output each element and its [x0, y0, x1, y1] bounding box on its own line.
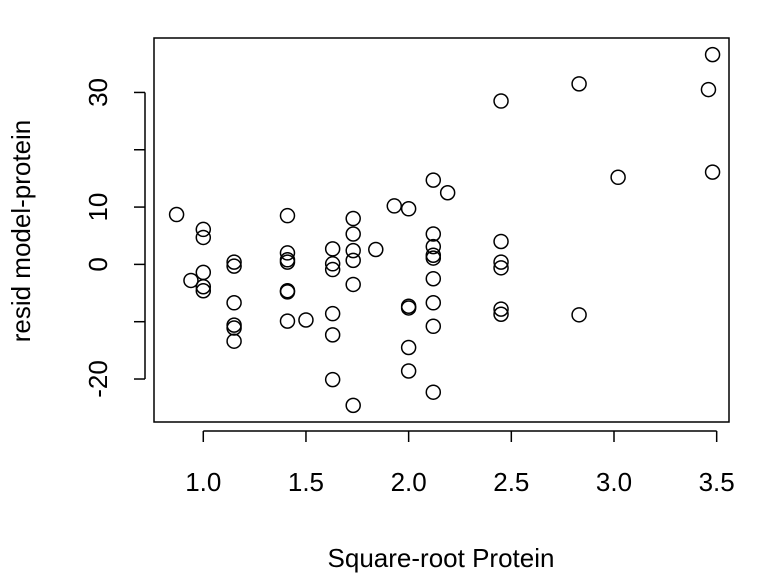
x-tick-label: 2.5: [493, 467, 529, 497]
data-point: [226, 320, 242, 336]
data-point: [400, 339, 417, 356]
data-point: [386, 198, 403, 214]
data-point: [425, 226, 442, 242]
y-axis: -20 0 10 30: [83, 78, 146, 398]
data-point: [425, 318, 442, 335]
data-point: [279, 254, 296, 270]
data-point: [324, 256, 341, 272]
data-point: [425, 172, 442, 188]
data-point: [425, 295, 442, 311]
x-tick-label: 1.5: [288, 467, 324, 497]
data-point: [704, 46, 721, 63]
data-point: [345, 276, 361, 293]
data-point: [195, 221, 212, 238]
data-point: [493, 93, 509, 109]
data-point: [345, 242, 361, 259]
data-point: [345, 397, 361, 414]
data-point: [324, 241, 341, 257]
plot-frame: [153, 37, 730, 423]
data-point: [425, 270, 442, 287]
data-point: [493, 306, 509, 322]
data-point: [345, 252, 361, 269]
data-point: [439, 185, 456, 201]
y-tick-label: 10: [83, 193, 113, 222]
data-point: [704, 164, 721, 180]
data-point: [324, 371, 341, 388]
data-point: [226, 254, 242, 270]
data-point: [345, 226, 361, 242]
data-point: [400, 201, 417, 217]
data-point: [324, 327, 341, 343]
data-point: [700, 81, 717, 98]
data-point: [571, 76, 587, 92]
data-point: [183, 272, 199, 289]
data-point: [226, 258, 242, 274]
data-point: [226, 317, 242, 333]
data-point: [571, 307, 587, 323]
data-point: [279, 313, 296, 329]
data-point: [610, 169, 626, 186]
data-point: [279, 283, 296, 299]
data-point: [345, 210, 361, 227]
data-point: [195, 283, 212, 299]
data-point: [298, 312, 314, 328]
x-axis-title: Square-root Protein: [328, 543, 555, 573]
data-point: [400, 300, 417, 316]
data-point: [226, 333, 242, 349]
data-point: [324, 261, 341, 278]
y-tick-label: 30: [83, 78, 113, 107]
points-layer: [168, 46, 721, 414]
data-point: [493, 254, 509, 270]
data-point: [493, 260, 509, 276]
data-point: [195, 264, 212, 281]
x-tick-label: 3.5: [699, 467, 735, 497]
data-point: [493, 301, 509, 317]
data-point: [493, 233, 509, 250]
data-point: [425, 238, 442, 255]
data-point: [324, 305, 341, 322]
y-axis-title: resid model-protein: [6, 120, 36, 343]
data-point: [195, 278, 212, 295]
x-tick-label: 3.0: [596, 467, 632, 497]
data-point: [168, 206, 185, 223]
y-tick-label: -20: [83, 360, 113, 398]
data-point: [425, 247, 442, 263]
x-tick-label: 1.0: [185, 467, 221, 497]
data-point: [368, 241, 384, 258]
data-point: [195, 229, 212, 246]
data-point: [425, 250, 442, 266]
data-point: [400, 363, 417, 379]
data-point: [279, 245, 296, 261]
x-axis: 1.0 1.5 2.0 2.5 3.0 3.5: [185, 430, 735, 497]
x-tick-label: 2.0: [391, 467, 427, 497]
data-point: [425, 384, 442, 400]
data-point: [279, 284, 296, 300]
data-point: [226, 295, 242, 311]
y-tick-label: 0: [83, 257, 113, 271]
data-point: [279, 207, 296, 224]
